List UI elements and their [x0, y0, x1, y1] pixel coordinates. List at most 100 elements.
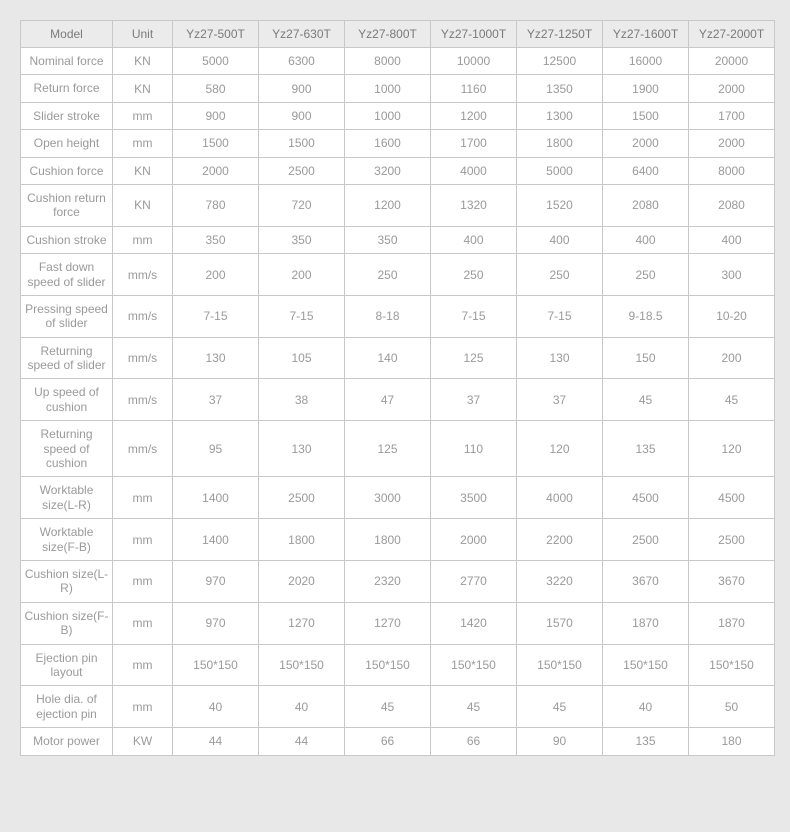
row-value: 66 — [345, 728, 431, 755]
row-unit: mm — [113, 102, 173, 129]
row-value: 120 — [689, 421, 775, 477]
row-label: Return force — [21, 75, 113, 102]
table-row: Cushion size(F-B)mm970127012701420157018… — [21, 602, 775, 644]
row-value: 40 — [173, 686, 259, 728]
row-value: 16000 — [603, 48, 689, 75]
row-label: Hole dia. of ejection pin — [21, 686, 113, 728]
row-value: 2500 — [689, 519, 775, 561]
row-unit: mm/s — [113, 337, 173, 379]
row-unit: mm — [113, 130, 173, 157]
row-value: 3220 — [517, 560, 603, 602]
row-value: 10000 — [431, 48, 517, 75]
row-label: Motor power — [21, 728, 113, 755]
row-unit: mm/s — [113, 421, 173, 477]
row-value: 45 — [431, 686, 517, 728]
col-variant: Yz27-1000T — [431, 21, 517, 48]
row-value: 130 — [173, 337, 259, 379]
row-unit: KW — [113, 728, 173, 755]
row-value: 4000 — [431, 157, 517, 184]
row-value: 1300 — [517, 102, 603, 129]
row-value: 350 — [259, 226, 345, 253]
row-value: 2000 — [173, 157, 259, 184]
row-value: 1700 — [689, 102, 775, 129]
row-value: 720 — [259, 184, 345, 226]
col-variant: Yz27-800T — [345, 21, 431, 48]
row-value: 66 — [431, 728, 517, 755]
col-variant: Yz27-1600T — [603, 21, 689, 48]
row-value: 150*150 — [431, 644, 517, 686]
row-value: 1900 — [603, 75, 689, 102]
row-value: 580 — [173, 75, 259, 102]
table-row: Returning speed of slidermm/s13010514012… — [21, 337, 775, 379]
row-value: 250 — [517, 254, 603, 296]
row-label: Pressing speed of slider — [21, 295, 113, 337]
row-value: 200 — [173, 254, 259, 296]
row-value: 50 — [689, 686, 775, 728]
col-unit: Unit — [113, 21, 173, 48]
row-value: 7-15 — [431, 295, 517, 337]
row-value: 47 — [345, 379, 431, 421]
row-value: 95 — [173, 421, 259, 477]
row-value: 1500 — [173, 130, 259, 157]
row-unit: mm — [113, 477, 173, 519]
row-value: 1000 — [345, 102, 431, 129]
row-label: Returning speed of slider — [21, 337, 113, 379]
row-value: 970 — [173, 602, 259, 644]
row-value: 8000 — [345, 48, 431, 75]
row-label: Cushion size(L-R) — [21, 560, 113, 602]
row-unit: mm/s — [113, 254, 173, 296]
table-row: Cushion strokemm350350350400400400400 — [21, 226, 775, 253]
row-value: 2000 — [603, 130, 689, 157]
row-value: 150*150 — [345, 644, 431, 686]
row-label: Open height — [21, 130, 113, 157]
row-value: 8-18 — [345, 295, 431, 337]
row-value: 2000 — [689, 75, 775, 102]
row-value: 1350 — [517, 75, 603, 102]
row-value: 2500 — [603, 519, 689, 561]
row-label: Cushion force — [21, 157, 113, 184]
row-label: Worktable size(L-R) — [21, 477, 113, 519]
row-value: 44 — [173, 728, 259, 755]
row-value: 5000 — [173, 48, 259, 75]
table-row: Cushion return forceKN780720120013201520… — [21, 184, 775, 226]
row-value: 37 — [431, 379, 517, 421]
row-value: 1570 — [517, 602, 603, 644]
row-label: Worktable size(F-B) — [21, 519, 113, 561]
row-value: 2320 — [345, 560, 431, 602]
row-label: Slider stroke — [21, 102, 113, 129]
row-value: 970 — [173, 560, 259, 602]
row-value: 150*150 — [517, 644, 603, 686]
row-label: Cushion stroke — [21, 226, 113, 253]
row-value: 1870 — [603, 602, 689, 644]
row-value: 250 — [603, 254, 689, 296]
table-row: Fast down speed of slidermm/s20020025025… — [21, 254, 775, 296]
col-variant: Yz27-2000T — [689, 21, 775, 48]
row-label: Cushion return force — [21, 184, 113, 226]
row-value: 130 — [517, 337, 603, 379]
col-variant: Yz27-500T — [173, 21, 259, 48]
row-value: 1520 — [517, 184, 603, 226]
row-value: 9-18.5 — [603, 295, 689, 337]
row-value: 1000 — [345, 75, 431, 102]
row-value: 4500 — [689, 477, 775, 519]
row-value: 45 — [603, 379, 689, 421]
row-value: 180 — [689, 728, 775, 755]
row-value: 1200 — [431, 102, 517, 129]
row-unit: mm/s — [113, 379, 173, 421]
row-value: 150 — [603, 337, 689, 379]
row-value: 105 — [259, 337, 345, 379]
row-value: 7-15 — [173, 295, 259, 337]
row-value: 37 — [173, 379, 259, 421]
row-value: 2080 — [689, 184, 775, 226]
row-value: 400 — [603, 226, 689, 253]
row-value: 12500 — [517, 48, 603, 75]
row-value: 250 — [345, 254, 431, 296]
row-label: Returning speed of cushion — [21, 421, 113, 477]
row-label: Cushion size(F-B) — [21, 602, 113, 644]
row-value: 2080 — [603, 184, 689, 226]
row-label: Nominal force — [21, 48, 113, 75]
row-value: 4000 — [517, 477, 603, 519]
row-value: 135 — [603, 728, 689, 755]
row-unit: KN — [113, 184, 173, 226]
col-variant: Yz27-630T — [259, 21, 345, 48]
